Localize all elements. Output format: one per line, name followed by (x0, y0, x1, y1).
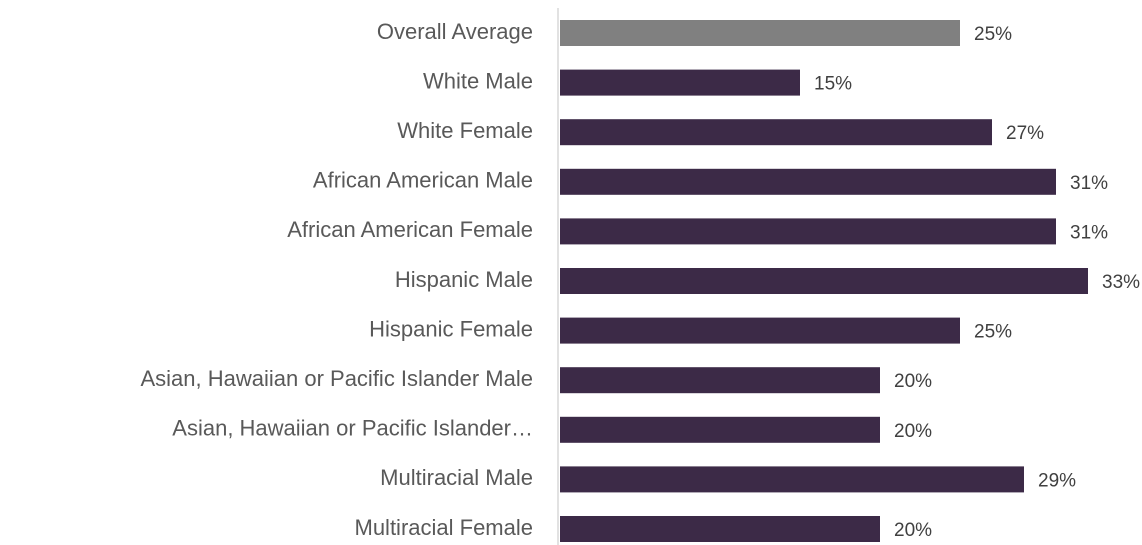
category-label: Overall Average (377, 19, 533, 44)
category-label: Hispanic Male (395, 267, 533, 292)
bar (560, 466, 1024, 493)
bar (560, 516, 880, 542)
bar (560, 317, 960, 344)
category-label: Multiracial Male (380, 465, 533, 490)
bar (560, 119, 992, 146)
bar (560, 268, 1088, 294)
value-label: 31% (1070, 222, 1108, 243)
bar (560, 168, 1056, 195)
value-label: 20% (894, 520, 932, 541)
bar (560, 218, 1056, 245)
category-label: Asian, Hawaiian or Pacific Islander Male (140, 366, 533, 391)
value-label: 25% (974, 322, 1012, 343)
bar (560, 416, 880, 443)
category-label: Hispanic Female (369, 316, 533, 341)
category-label: White Male (423, 68, 533, 93)
value-label: 20% (894, 371, 932, 392)
category-label: African American Female (287, 217, 533, 242)
value-label: 31% (1070, 173, 1108, 194)
category-label: African American Male (313, 168, 533, 193)
value-label: 15% (814, 74, 852, 95)
category-label: White Female (397, 118, 533, 143)
category-label: Asian, Hawaiian or Pacific Islander… (172, 416, 533, 441)
bar (560, 20, 960, 46)
value-label: 25% (974, 24, 1012, 45)
value-label: 27% (1006, 123, 1044, 144)
category-label: Multiracial Female (355, 515, 534, 540)
bar (560, 367, 880, 394)
bar (560, 69, 800, 96)
value-label: 20% (894, 421, 932, 442)
value-label: 29% (1038, 470, 1076, 491)
value-label: 33% (1102, 272, 1140, 293)
